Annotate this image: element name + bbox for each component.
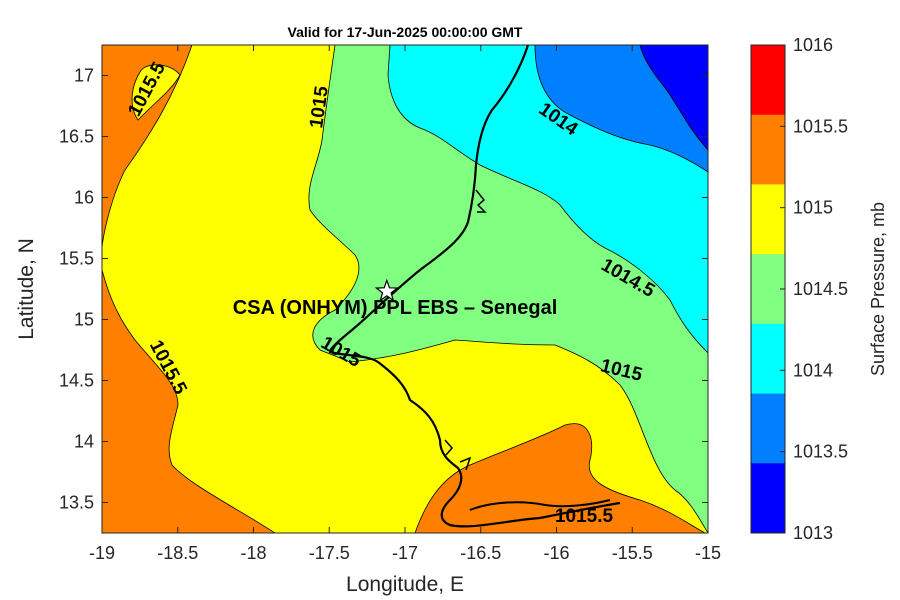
map-title: Valid for 17-Jun-2025 00:00:00 GMT [288,24,523,40]
colorbar-tick-label: 1013 [793,523,833,543]
y-tick-label: 13.5 [59,493,94,513]
colorbar-swatch [751,463,785,534]
x-tick-label: -17 [392,543,418,563]
x-axis: -19 -18.5 -18 -17.5 -17 -16.5 -16 -15.5 -15 [89,45,721,563]
x-tick-label: -15 [695,543,721,563]
band-below-1013 [639,45,708,151]
x-tick-label: -18 [240,543,266,563]
border-squiggle [444,189,487,471]
colorbar-tick-label: 1014 [793,360,833,380]
colorbar-tick-label: 1015.5 [793,116,848,136]
y-tick-label: 16 [74,188,94,208]
y-axis-label: Latitude, N [15,238,38,340]
river-border [469,499,611,511]
colorbar-tick-label: 1016 [793,35,833,55]
colorbar-swatch [751,323,785,395]
colorbar-swatch [751,45,785,116]
coastline [328,45,621,528]
x-axis-label: Longitude, E [346,573,464,596]
x-tick-label: -16.5 [460,543,501,563]
y-tick-label: 16.5 [59,127,94,147]
colorbar: 1016 1015.5 1015 1014.5 1014 1013.5 1013 [750,35,848,543]
y-tick-label: 17 [74,66,94,86]
colorbar-tick-label: 1013.5 [793,442,848,462]
y-tick-label: 15 [74,310,94,330]
x-tick-label: -16 [543,543,569,563]
colorbar-swatch [751,254,785,325]
colorbar-label: Surface Pressure, mb [868,202,888,376]
site-label: CSA (ONHYM) PPL EBS – Senegal [233,297,558,319]
x-tick-label: -18.5 [157,543,198,563]
band-west-1015-1015-5 [102,45,276,533]
colorbar-tick-label: 1014.5 [793,279,848,299]
y-tick-label: 15.5 [59,249,94,269]
y-axis: 13.5 14 14.5 15 15.5 16 16.5 17 [59,66,708,513]
colorbar-swatch [751,184,785,255]
x-tick-label: -15.5 [612,543,653,563]
colorbar-swatch [751,393,785,464]
contour-label-1015-5-south: 1015.5 [555,506,614,527]
x-tick-label: -19 [89,543,115,563]
map-plot-area: 1015.5 1015 1014 1014.5 1015 1015 1015.5… [102,45,708,533]
colorbar-swatch [751,114,785,185]
y-tick-label: 14.5 [59,371,94,391]
colorbar-tick-label: 1015 [793,198,833,218]
x-tick-label: -17.5 [309,543,350,563]
pocket-nw-1015 [131,64,181,121]
site-star-marker [374,278,399,302]
y-tick-label: 14 [74,432,94,452]
